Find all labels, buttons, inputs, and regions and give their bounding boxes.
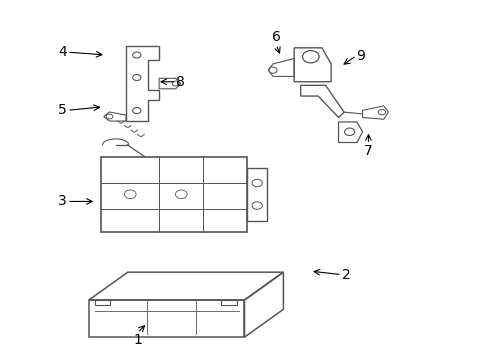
Text: 2: 2 bbox=[341, 268, 350, 282]
Text: 6: 6 bbox=[271, 30, 280, 44]
Text: 5: 5 bbox=[58, 103, 67, 117]
Text: 1: 1 bbox=[133, 333, 142, 347]
Text: 4: 4 bbox=[58, 45, 67, 59]
Text: 8: 8 bbox=[176, 75, 185, 89]
Text: 3: 3 bbox=[58, 194, 67, 208]
Text: 7: 7 bbox=[364, 144, 372, 158]
Text: 9: 9 bbox=[356, 49, 365, 63]
